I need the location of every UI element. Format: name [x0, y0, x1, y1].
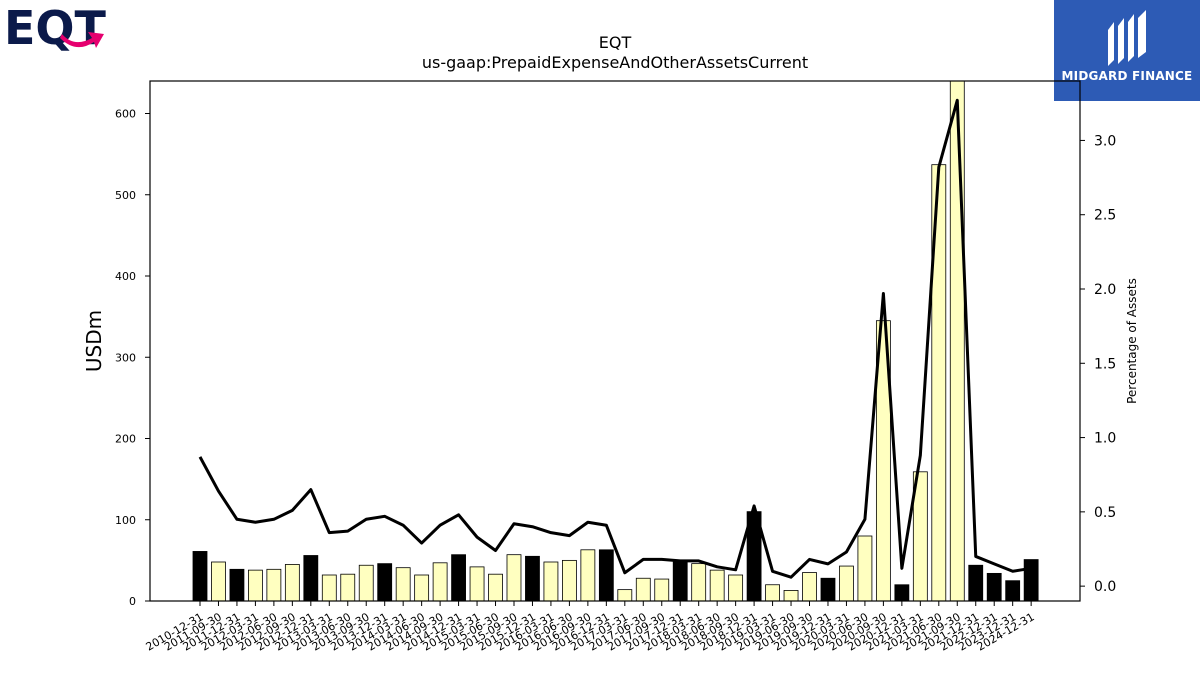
bar-2016-03-31 — [543, 561, 559, 601]
bar-2020-12-31 — [894, 584, 910, 601]
bar-2014-06-30 — [414, 574, 430, 601]
bar-2013-12-31 — [377, 563, 393, 601]
bar-2014-12-31 — [451, 554, 466, 601]
bar-2016-09-30 — [580, 549, 596, 601]
bar-2023-12-31 — [1005, 580, 1021, 601]
bar-2016-12-31 — [598, 549, 614, 601]
bar-2021-12-31 — [968, 564, 984, 601]
bar-2013-06-30 — [340, 573, 356, 601]
bar-2017-09-30 — [654, 578, 670, 601]
chart-title: EQT — [599, 33, 632, 52]
y-tick-label: 0 — [129, 595, 136, 608]
midgard-emblem-icon — [1108, 10, 1146, 66]
y2-tick-label: 3.0 — [1094, 133, 1116, 149]
y2-tick-label: 0.0 — [1094, 579, 1116, 595]
bar-2020-06-30 — [857, 535, 873, 601]
bar-2018-03-31 — [691, 563, 707, 601]
bar-2012-12-31 — [303, 555, 319, 601]
bar-2019-06-30 — [783, 590, 799, 601]
bar-2017-03-31 — [617, 589, 633, 601]
bar-2019-12-31 — [820, 577, 836, 601]
bar-2018-12-31 — [746, 511, 762, 601]
y-tick-label: 300 — [115, 351, 136, 364]
y-tick-label: 400 — [115, 270, 136, 283]
y-tick-label: 100 — [115, 514, 136, 527]
bar-2015-03-31 — [469, 566, 485, 601]
bar-2022-12-31 — [986, 572, 1002, 601]
bar-2011-09-30 — [211, 561, 226, 601]
bar-2019-09-30 — [802, 572, 817, 601]
bar-2012-09-30 — [284, 564, 300, 601]
y-tick-label: 600 — [115, 108, 136, 121]
y2-tick-label: 2.0 — [1094, 282, 1116, 298]
bar-2015-09-30 — [506, 554, 522, 601]
line-series — [198, 98, 1032, 579]
bar-2017-06-30 — [635, 577, 651, 601]
y2-axis-label: Percentage of Assets — [1125, 278, 1139, 404]
y-tick-label: 500 — [115, 189, 136, 202]
bar-2017-12-31 — [672, 559, 688, 601]
bar-2016-06-30 — [562, 559, 577, 601]
eqt-logo-arrow — [60, 32, 104, 48]
bar-2013-09-30 — [358, 564, 374, 601]
y2-tick-label: 1.5 — [1094, 356, 1116, 372]
y-axis-label: USDm — [82, 310, 106, 372]
bar-2012-06-30 — [266, 568, 282, 601]
bar-2020-03-31 — [839, 565, 854, 601]
bar-2018-06-30 — [709, 569, 725, 601]
bar-2012-03-31 — [248, 569, 263, 601]
bar-2021-09-30 — [949, 81, 965, 601]
bar-2015-06-30 — [488, 573, 503, 601]
bar-2021-03-31 — [912, 471, 928, 601]
y2-tick-label: 2.5 — [1094, 208, 1116, 224]
bar-2015-12-31 — [525, 555, 540, 601]
y2-tick-label: 1.0 — [1094, 431, 1116, 447]
midgard-finance-brand: MIDGARD FINANCE — [1061, 69, 1193, 83]
bar-2020-09-30 — [875, 320, 891, 601]
percentage-line — [198, 98, 1032, 579]
axes: 0 100 200 300 400 500 600 0.0 0.5 1.0 1.5 2.0 2.5 3.0… — [115, 108, 1116, 654]
bar-2013-03-31 — [321, 574, 337, 601]
bar-2014-03-31 — [395, 567, 411, 601]
eqt-logo: EQT — [4, 4, 107, 52]
plot-frame — [149, 80, 1081, 602]
bar-2018-09-30 — [728, 574, 744, 601]
bar-2014-09-30 — [432, 562, 448, 601]
bar-2010-12-31 — [192, 551, 208, 601]
bar-2019-03-31 — [765, 584, 780, 601]
chart-subtitle: us-gaap:PrepaidExpenseAndOtherAssetsCurr… — [422, 53, 808, 72]
bar-series — [192, 81, 1039, 601]
bar-2024-12-31 — [1023, 559, 1039, 601]
y-tick-label: 200 — [115, 433, 136, 446]
midgard-finance-logo: MIDGARD FINANCE — [1054, 0, 1200, 101]
y2-tick-label: 0.5 — [1094, 505, 1116, 521]
bar-2011-12-31 — [229, 568, 245, 601]
